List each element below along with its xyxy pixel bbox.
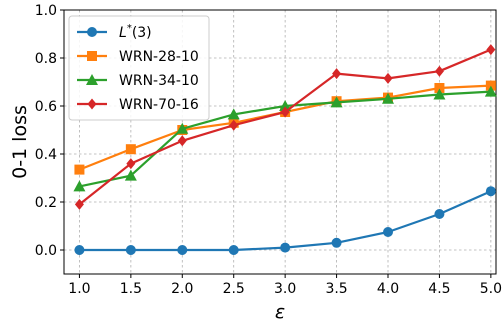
legend-item: WRN-70-16 — [77, 97, 199, 113]
legend-item: WRN-28-10 — [77, 49, 199, 65]
y-tick-label: 0.2 — [35, 195, 57, 211]
data-point — [229, 119, 239, 131]
data-point — [126, 158, 136, 170]
x-tick-label: 4.0 — [377, 281, 399, 297]
x-tick-label: 2.0 — [171, 281, 193, 297]
x-axis-label: ε — [275, 301, 285, 323]
data-point — [279, 100, 292, 111]
data-point — [434, 209, 445, 219]
data-point — [124, 169, 137, 181]
y-axis-label: 0-1 loss — [9, 105, 31, 179]
y-tick-label: 1.0 — [35, 3, 57, 19]
y-tick-label: 0.0 — [35, 243, 57, 259]
data-point — [73, 180, 86, 192]
data-point — [383, 227, 393, 237]
x-axis-ticks: 1.0 1.5 2.0 2.5 3.0 3.5 4.0 4.5 5.0 — [68, 274, 502, 297]
data-point — [434, 65, 444, 77]
legend-marker — [87, 51, 97, 61]
data-point — [228, 245, 239, 255]
x-tick-label: 4.5 — [428, 281, 450, 297]
legend: L*(3) WRN-28-10 WRN-34-10 WRN-70-16 — [68, 15, 210, 121]
data-point — [125, 245, 136, 255]
data-point — [382, 92, 394, 104]
plot-area-frame — [63, 9, 497, 275]
y-axis-ticks: 0.0 0.2 0.4 0.6 0.8 1.0 — [35, 3, 64, 259]
data-point — [383, 72, 393, 84]
data-point — [176, 122, 189, 134]
data-point — [332, 68, 342, 80]
legend-label: WRN-28-10 — [119, 49, 199, 65]
x-tick-label: 1.0 — [68, 281, 90, 297]
data-point — [486, 44, 496, 56]
data-point — [74, 245, 85, 255]
x-tick-label: 1.5 — [120, 281, 142, 297]
data-point — [331, 237, 342, 248]
data-point — [280, 242, 291, 253]
data-point — [125, 144, 136, 155]
x-tick-label: 3.0 — [274, 281, 296, 297]
series-1 — [74, 186, 496, 255]
data-point — [434, 83, 445, 93]
legend-label: WRN-34-10 — [119, 73, 199, 89]
data-point — [177, 135, 187, 147]
y-tick-label: 0.4 — [35, 147, 57, 163]
data-point — [227, 108, 240, 120]
legend-marker — [86, 74, 98, 85]
x-tick-label: 3.5 — [325, 281, 347, 297]
data-point — [74, 164, 85, 175]
legend-box — [68, 15, 210, 121]
legend-marker — [87, 98, 97, 110]
legend-label: WRN-70-16 — [119, 97, 199, 113]
legend-marker — [87, 27, 97, 37]
series-3 — [73, 85, 497, 192]
data-point — [485, 186, 496, 197]
series-4 — [74, 44, 496, 210]
y-tick-label: 0.6 — [35, 99, 57, 115]
legend-label: L*(3) — [119, 23, 152, 41]
x-tick-label: 2.5 — [223, 281, 245, 297]
legend-item: WRN-34-10 — [77, 73, 199, 89]
data-point — [74, 198, 84, 210]
legend-item: L*(3) — [77, 23, 152, 41]
x-tick-label: 5.0 — [480, 281, 502, 297]
data-point — [484, 85, 497, 97]
data-point — [280, 106, 290, 118]
series-group — [73, 44, 497, 255]
data-point — [433, 88, 446, 100]
data-point — [177, 245, 188, 255]
y-tick-label: 0.8 — [35, 51, 57, 67]
data-point — [330, 96, 343, 108]
